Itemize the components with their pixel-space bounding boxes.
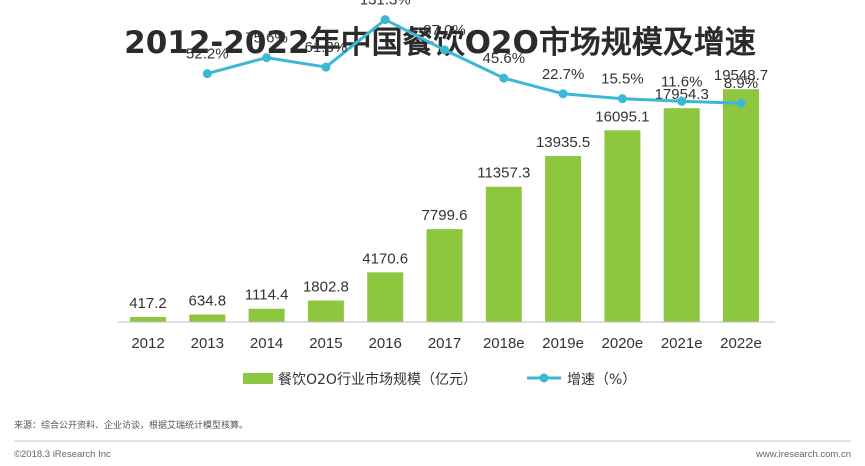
footer-copyright: ©2018.3 iResearch Inc [14, 449, 111, 460]
x-tick-2016: 2016 [369, 335, 402, 352]
bar-2014 [248, 308, 285, 322]
growth-point-2022e [736, 98, 746, 108]
x-tick-2015: 2015 [309, 335, 342, 352]
x-tick-2017: 2017 [428, 335, 461, 352]
x-tick-2019e: 2019e [542, 335, 584, 352]
growth-label-2019e: 22.7% [542, 66, 585, 83]
bar-label-2017: 7799.6 [422, 207, 468, 224]
growth-line-series [202, 15, 746, 108]
bar-2013 [189, 314, 226, 322]
growth-label-2013: 52.2% [186, 46, 229, 63]
growth-label-2018e: 45.6% [483, 50, 526, 67]
chart-title: 2012-2022年中国餐饮O2O市场规模及增速 [124, 25, 756, 61]
growth-label-2015: 61.8% [305, 39, 348, 56]
bar-2020e [604, 130, 641, 322]
bar-label-2012: 417.2 [129, 295, 167, 312]
growth-value-labels: 52.2% 75.6% 61.8% 131.3% 87.0% 45.6% 22.7% 15.5… [186, 0, 758, 92]
growth-point-2021e [677, 96, 687, 106]
x-tick-2012: 2012 [131, 335, 164, 352]
x-tick-2021e: 2021e [661, 335, 703, 352]
growth-label-2020e: 15.5% [601, 71, 644, 88]
bar-2019e [545, 156, 582, 322]
bar-2018e [485, 186, 522, 322]
bar-label-2021e: 17954.3 [655, 86, 709, 103]
x-tick-2013: 2013 [191, 335, 224, 352]
growth-point-2018e [499, 73, 509, 83]
bar-label-2020e: 16095.1 [595, 108, 649, 125]
x-tick-2020e: 2020e [602, 335, 644, 352]
footer-website: www.iresearch.com.cn [755, 449, 851, 460]
bar-2021e [663, 108, 700, 323]
bar-2015 [307, 300, 344, 322]
source-note: 来源：综合公开资料、企业访谈，根据艾瑞统计模型核算。 [14, 419, 248, 431]
growth-label-2017: 87.0% [423, 22, 466, 39]
legend-line-label: 增速（%） [567, 372, 636, 388]
bar-label-2016: 4170.6 [362, 250, 408, 267]
bar-2022e [723, 89, 759, 323]
bar-2016 [367, 272, 404, 322]
growth-point-2014 [262, 53, 272, 63]
bar-label-2013: 634.8 [189, 292, 227, 309]
growth-label-2014: 75.6% [245, 30, 288, 47]
growth-point-2019e [558, 89, 568, 99]
bar-value-labels: 417.2 634.8 1114.4 1802.8 4170.6 7799.6 11357.… [129, 67, 768, 312]
growth-label-2016: 131.3% [360, 0, 411, 9]
bar-label-2022e: 19548.7 [714, 67, 768, 84]
bar-label-2018e: 11357.3 [477, 165, 530, 182]
growth-label-2021e: 11.6% [661, 73, 702, 90]
legend: 餐饮O2O行业市场规模（亿元） 增速（%） [243, 371, 636, 388]
legend-line-marker [539, 373, 549, 383]
x-tick-labels: 2012 2013 2014 2015 2016 2017 2018e 2019e 2020e 2… [131, 335, 762, 352]
bar-2017 [426, 229, 463, 322]
bar-label-2019e: 13935.5 [536, 134, 590, 151]
legend-bar-label: 餐饮O2O行业市场规模（亿元） [278, 371, 477, 388]
x-tick-2018e: 2018e [483, 335, 525, 352]
x-tick-2022e: 2022e [720, 335, 762, 352]
legend-bar-swatch [243, 373, 273, 384]
bar-label-2015: 1802.8 [303, 279, 349, 296]
growth-point-2015 [321, 62, 331, 72]
bar-label-2014: 1114.4 [245, 287, 289, 304]
growth-point-2017 [440, 45, 449, 55]
growth-point-2016 [380, 15, 390, 25]
growth-line [206, 17, 742, 105]
growth-label-2022e: 8.9% [724, 75, 758, 92]
growth-point-2013 [202, 69, 212, 79]
bar-series [130, 89, 759, 323]
bar-2012 [130, 317, 166, 322]
growth-point-2020e [617, 94, 627, 104]
x-tick-2014: 2014 [250, 335, 283, 352]
